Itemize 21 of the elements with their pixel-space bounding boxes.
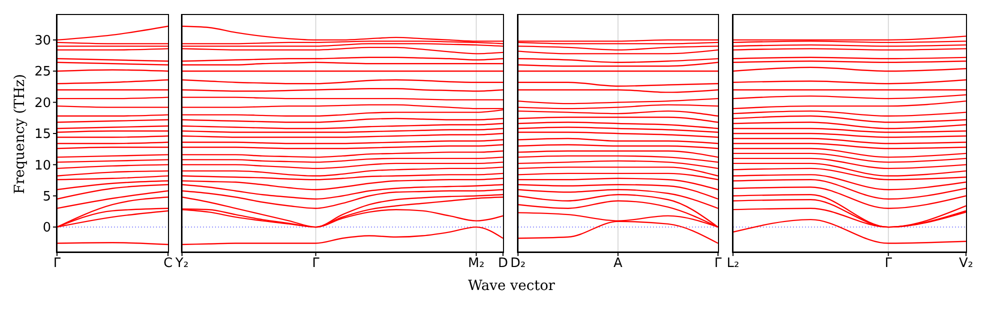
y-tick-label: 25 <box>34 64 51 80</box>
x-tick-label: Γ <box>884 256 893 272</box>
x-tick-label: C <box>163 256 173 272</box>
x-tick-label: D <box>498 256 508 272</box>
x-axis-title: Wave vector <box>467 278 556 294</box>
y-axis-title: Frequency (THz) <box>12 73 28 194</box>
y-tick-label: 15 <box>34 127 51 142</box>
y-tick-label: 0 <box>42 220 51 236</box>
y-tick-label: 10 <box>34 158 51 174</box>
x-tick-label: L₂ <box>726 256 740 272</box>
y-tick-label: 20 <box>34 96 51 111</box>
x-tick-label: Γ <box>312 256 320 272</box>
x-tick-label: A <box>614 256 623 272</box>
y-tick-label: 5 <box>42 189 51 204</box>
x-tick-label: Γ <box>714 256 722 272</box>
x-tick-label: Γ <box>53 256 62 272</box>
x-tick-label: D₂ <box>510 256 526 272</box>
y-tick-label: 30 <box>34 34 51 49</box>
x-tick-label: V₂ <box>958 256 974 272</box>
x-tick-label: M₂ <box>468 256 484 272</box>
x-tick-label: Y₂ <box>174 256 189 272</box>
